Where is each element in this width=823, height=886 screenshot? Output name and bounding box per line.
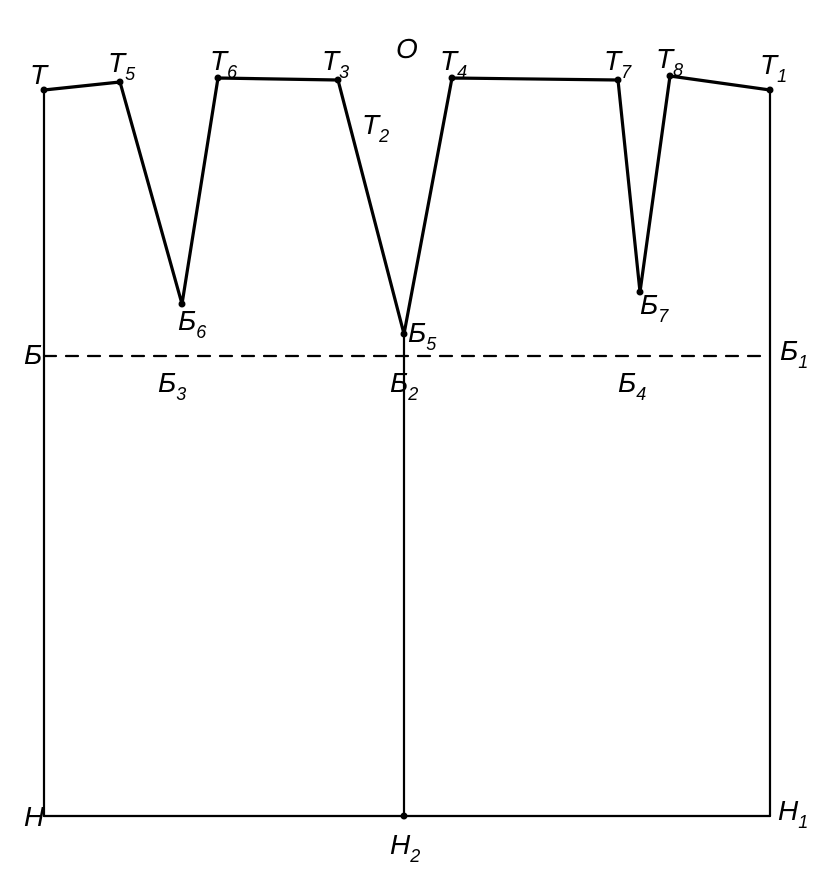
label-h2-sub: 2: [409, 846, 420, 866]
label-t7-sub: 7: [621, 62, 632, 82]
label-b6-sub: 6: [196, 322, 207, 342]
label-b7-sub: 7: [658, 306, 669, 326]
label-h2: Н2: [390, 829, 420, 866]
label-t6: Т6: [210, 45, 238, 82]
label-b4: Б4: [618, 367, 646, 404]
label-t1: Т1: [760, 49, 787, 86]
label-h1-sub: 1: [798, 812, 808, 832]
label-b2-sub: 2: [407, 384, 418, 404]
label-b7: Б7: [640, 289, 669, 326]
label-b6: Б6: [178, 305, 207, 342]
label-b3-sub: 3: [176, 384, 186, 404]
waistline-contour: [44, 76, 770, 334]
label-t7: Т7: [604, 45, 632, 82]
label-b3: Б3: [158, 367, 186, 404]
point-b5: [401, 331, 408, 338]
label-t3-sub: 3: [339, 62, 349, 82]
label-b1-sub: 1: [798, 352, 808, 372]
label-b5: Б5: [408, 317, 437, 354]
label-t3: Т3: [322, 45, 349, 82]
point-t5: [117, 79, 124, 86]
label-t: Т: [30, 59, 49, 90]
point-h2: [401, 813, 408, 820]
point-t1: [767, 87, 774, 94]
label-t4-sub: 4: [457, 62, 467, 82]
label-h: Н: [24, 801, 45, 832]
label-t2-sub: 2: [378, 126, 389, 146]
label-t1-sub: 1: [777, 66, 787, 86]
label-b4-sub: 4: [636, 384, 646, 404]
label-t5: Т5: [108, 47, 136, 84]
label-t6-sub: 6: [227, 62, 238, 82]
label-t2: Т2: [362, 109, 389, 146]
label-t8-sub: 8: [673, 60, 683, 80]
label-t5-sub: 5: [125, 64, 136, 84]
label-b5-sub: 5: [426, 334, 437, 354]
label-o: О: [396, 33, 418, 64]
label-b1: Б1: [780, 335, 808, 372]
label-h1: Н1: [778, 795, 808, 832]
label-b: Б: [24, 339, 42, 370]
